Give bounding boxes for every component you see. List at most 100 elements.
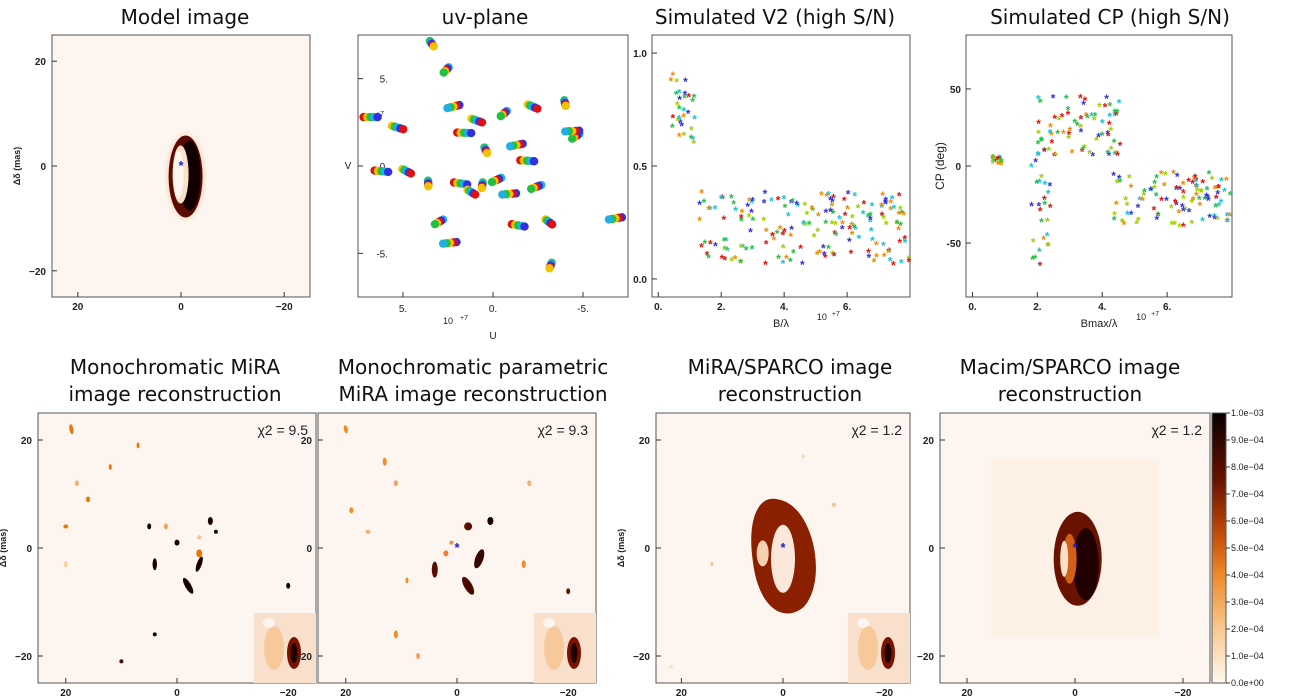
data-point: *: [1136, 214, 1141, 228]
data-point: *: [1107, 149, 1112, 163]
data-point: *: [763, 258, 768, 272]
data-point: *: [741, 241, 746, 255]
chi2-annotation: χ2 = 1.2: [1151, 422, 1202, 438]
data-point: *: [1163, 168, 1168, 182]
x-axis-label: U: [489, 331, 496, 342]
uv-point: [466, 128, 476, 138]
data-point: *: [1156, 210, 1161, 224]
data-point: *: [1193, 171, 1198, 185]
data-point: *: [897, 208, 902, 222]
data-point: *: [1192, 172, 1197, 186]
data-point: *: [1202, 193, 1207, 207]
data-point: *: [1195, 184, 1200, 198]
emission-blob: [74, 480, 79, 487]
data-point: *: [840, 217, 845, 231]
data-point: *: [1047, 179, 1052, 193]
data-point: *: [1083, 94, 1088, 108]
data-point: *: [833, 218, 838, 232]
data-point: *: [822, 248, 827, 262]
data-point: *: [670, 112, 675, 126]
data-point: *: [869, 225, 874, 239]
emission-blob: [462, 576, 475, 595]
y-tick-label: -5.: [376, 249, 388, 260]
data-point: *: [902, 233, 907, 247]
data-point: *: [1037, 176, 1042, 190]
data-point: *: [729, 191, 734, 205]
emission-blob: [174, 539, 180, 546]
uv-point: [424, 182, 433, 191]
data-point: *: [896, 224, 901, 238]
data-point: *: [788, 230, 793, 244]
data-point: *: [1206, 194, 1211, 208]
data-point: *: [1036, 117, 1041, 131]
data-point: *: [723, 243, 728, 257]
x-tick-label: −20: [1175, 688, 1192, 696]
data-point: *: [713, 203, 718, 217]
data-point: *: [1084, 110, 1089, 124]
data-point: *: [674, 75, 679, 89]
data-point: *: [847, 235, 852, 249]
data-point: *: [682, 104, 687, 118]
data-point: *: [720, 192, 725, 206]
data-point: *: [722, 244, 727, 258]
data-point: *: [1046, 240, 1051, 254]
data-point: *: [1122, 218, 1127, 232]
data-point: *: [731, 197, 736, 211]
colorbar-tick-label: 5.0e−04: [1231, 543, 1264, 553]
data-point: *: [725, 244, 730, 258]
data-point: *: [850, 228, 855, 242]
uv-point: [496, 111, 505, 121]
data-point: *: [1060, 110, 1065, 124]
data-point: *: [1041, 233, 1046, 247]
x-tick-label: 0: [178, 302, 184, 313]
inset-core-peak: [290, 643, 298, 663]
x-tick-label: 2.: [717, 302, 726, 313]
x-axis-label: Bmax/λ: [1081, 318, 1118, 330]
data-point: *: [677, 87, 682, 101]
data-point: *: [1175, 170, 1180, 184]
data-point: *: [872, 255, 877, 269]
inset-ring: [264, 626, 284, 670]
uv-point: [477, 118, 487, 127]
data-point: *: [812, 230, 817, 244]
data-point: *: [1181, 178, 1186, 192]
title-model-image: Model image: [120, 5, 250, 29]
data-point: *: [1090, 149, 1095, 163]
data-point: *: [824, 206, 829, 220]
star-marker: *: [178, 158, 184, 173]
y-tick-label: 0: [26, 544, 32, 555]
data-point: *: [669, 74, 674, 88]
data-point: *: [828, 193, 833, 207]
uv-point: [547, 220, 557, 229]
data-point: *: [1052, 149, 1057, 163]
data-point: *: [1112, 136, 1117, 150]
data-point: *: [1154, 213, 1159, 227]
ring-dark-side: [1072, 528, 1099, 601]
y-tick-label: −20: [295, 652, 312, 663]
data-point: *: [1078, 121, 1083, 135]
chi2-annotation: χ2 = 1.2: [851, 422, 902, 438]
data-point: *: [1129, 208, 1134, 222]
data-point: *: [719, 192, 724, 206]
data-point: *: [1100, 117, 1105, 131]
emission-blob: [431, 561, 438, 578]
data-point: *: [801, 217, 806, 231]
data-point: *: [1190, 177, 1195, 191]
x-tick-label: 4.: [1098, 302, 1107, 313]
y-tick-label: −20: [29, 267, 46, 278]
data-point: *: [1055, 127, 1060, 141]
data-point: *: [996, 158, 1001, 172]
data-point: *: [998, 152, 1003, 166]
title-sparco-line1: MiRA/SPARCO image: [687, 355, 893, 379]
x-tick-label: 20: [676, 688, 688, 696]
data-point: *: [1036, 149, 1041, 163]
data-point: *: [1151, 204, 1156, 218]
data-point: *: [834, 229, 839, 243]
data-point: *: [1042, 145, 1047, 159]
data-point: *: [828, 205, 833, 219]
data-point: *: [879, 201, 884, 215]
y-tick-label: 0.0: [633, 275, 647, 286]
data-point: *: [794, 198, 799, 212]
colorbar: [1211, 412, 1227, 684]
